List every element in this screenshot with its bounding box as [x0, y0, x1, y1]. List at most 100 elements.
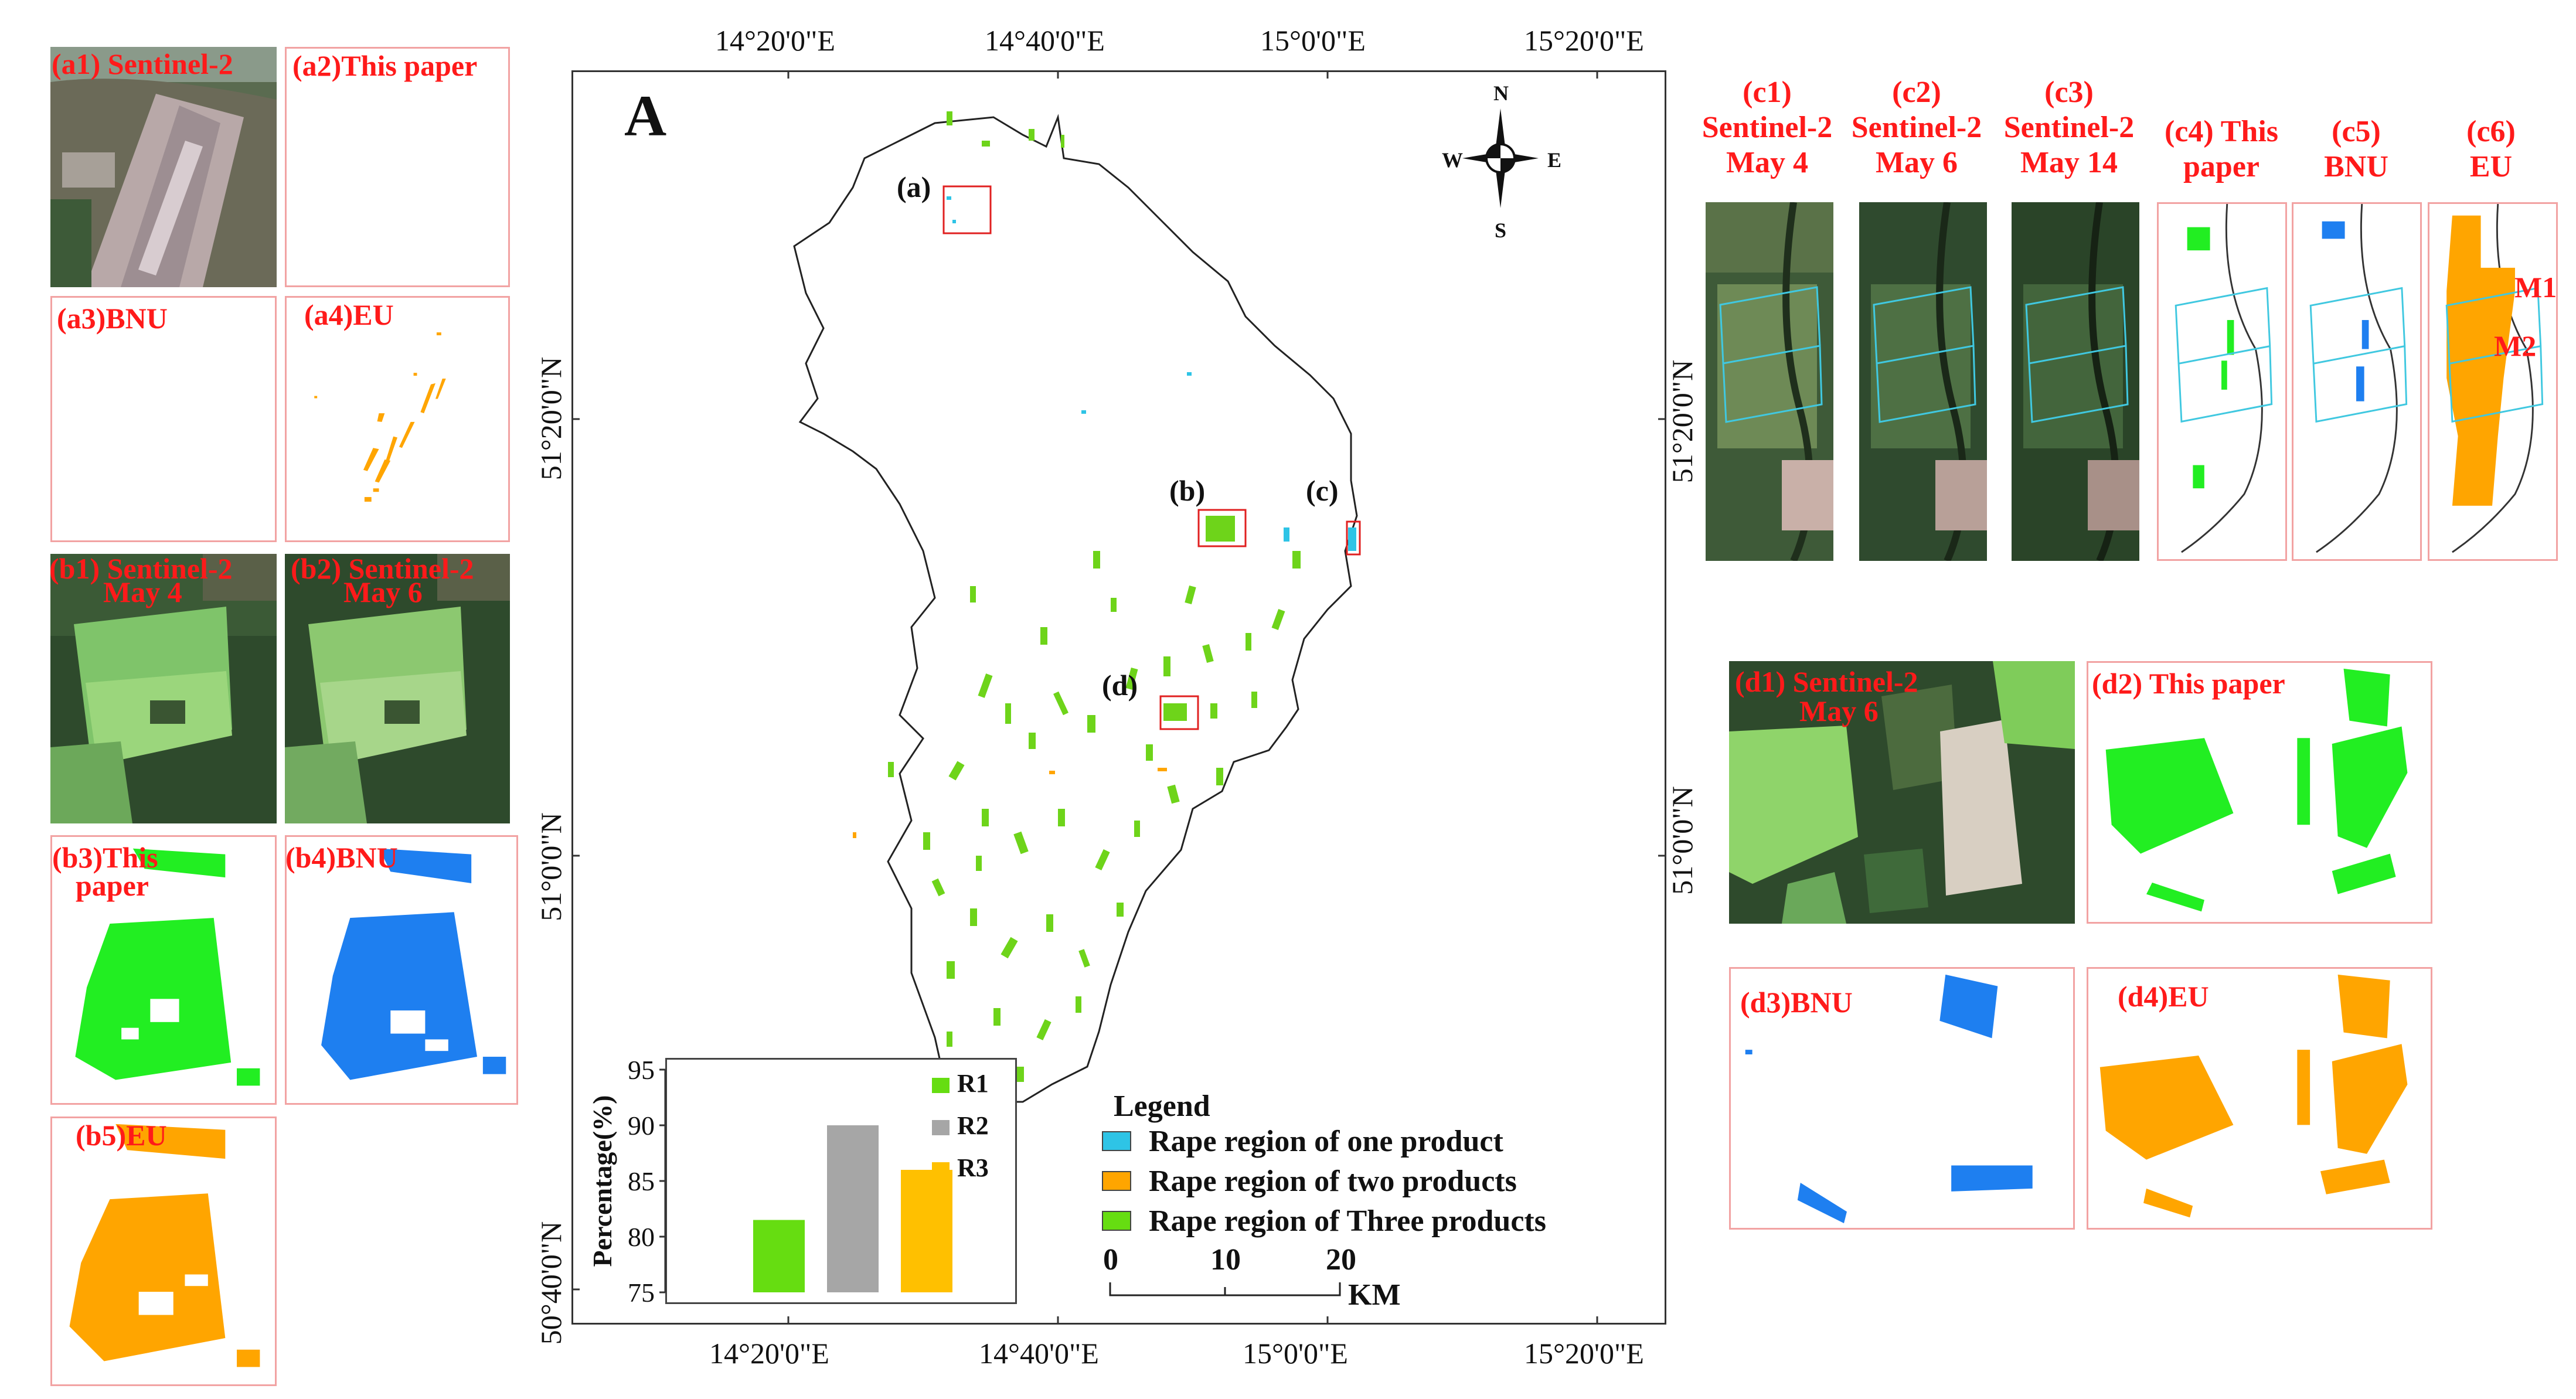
panel-b5-label: (b5)EU — [76, 1119, 167, 1152]
panel-d1-label: (d1) Sentinel-2 — [1735, 665, 1918, 698]
panel-d2-this-paper: (d2) This paper — [2087, 661, 2432, 924]
panel-c1-sentinel — [1706, 202, 1833, 561]
study-area-boundary — [793, 114, 1358, 1103]
c1-line1: Sentinel-2 — [1702, 111, 1833, 144]
c5-line1: BNU — [2324, 150, 2388, 183]
scale-label-10: 10 — [1210, 1243, 1241, 1277]
panel-d1-date: May 6 — [1799, 695, 1879, 727]
marker-box-d — [1159, 695, 1199, 730]
compass-w: W — [1442, 148, 1463, 172]
scale-unit: KM — [1348, 1278, 1401, 1312]
top-tick-2: 15°0'0"E — [1260, 24, 1366, 57]
panel-b3-label-2: paper — [76, 869, 149, 902]
c6-line1: EU — [2469, 150, 2513, 183]
panel-a1-label: (a1) Sentinel-2 — [52, 47, 233, 80]
c2-line1: Sentinel-2 — [1851, 111, 1982, 144]
study-area-map — [793, 111, 1361, 1103]
scale-label-20: 20 — [1326, 1243, 1356, 1277]
bar-r2 — [827, 1125, 879, 1292]
c6-id: (c6) — [2466, 115, 2516, 148]
panel-c6-eu: M1 M2 — [2428, 202, 2558, 561]
left-tick-0: 51°20'0"N — [535, 356, 567, 481]
panel-a2-this-paper: (a2)This paper — [285, 47, 510, 287]
left-tick-1: 51°0'0"N — [535, 812, 567, 921]
marker-label-b: (b) — [1169, 474, 1206, 507]
c4-title: (c4) This paper — [2151, 114, 2292, 185]
panel-a1-sentinel: (a1) Sentinel-2 — [50, 47, 277, 287]
marker-box-c — [1346, 520, 1361, 556]
panel-b3-label: (b3)This — [52, 841, 158, 874]
bar-chart-svg: 95 90 85 80 75 Percentage(%) R1 R2 R3 — [587, 1055, 989, 1308]
c3-id: (c3) — [2044, 76, 2094, 109]
panel-a3-label: (a3)BNU — [57, 302, 168, 335]
panel-b1-date: May 4 — [103, 576, 182, 608]
scale-label-0: 0 — [1103, 1243, 1118, 1277]
marker-box-a — [942, 185, 992, 234]
c2-line2: May 6 — [1875, 146, 1958, 179]
panel-a3-bnu: (a3)BNU — [50, 296, 277, 542]
bar-r1 — [753, 1220, 805, 1292]
c2-id: (c2) — [1892, 76, 1941, 109]
c3-line2: May 14 — [2020, 146, 2118, 179]
panel-b2-label: (b2) Sentinel-2 — [291, 554, 474, 585]
panel-d2-label: (d2) This paper — [2092, 667, 2285, 700]
legend-item-one: Rape region of one product — [1149, 1125, 1503, 1158]
chart-legend-swatch-r1 — [932, 1078, 950, 1093]
c1-id: (c1) — [1743, 76, 1792, 109]
c6-mark-m2: M2 — [2494, 329, 2537, 362]
c5-id: (c5) — [2332, 115, 2381, 148]
scale-bar — [1109, 1282, 1341, 1296]
marker-label-a: (a) — [897, 171, 931, 203]
c1-title: (c1) Sentinel-2 May 4 — [1697, 75, 1837, 181]
chart-legend-swatch-r3 — [932, 1162, 950, 1177]
panel-b4-bnu: (b4)BNU — [285, 835, 518, 1105]
legend-swatch-two — [1102, 1171, 1131, 1191]
c4-line1: paper — [2183, 150, 2259, 183]
panel-b2-sentinel: (b2) Sentinel-2 May 6 — [285, 554, 510, 823]
panel-c2-sentinel — [1859, 202, 1987, 561]
compass-n: N — [1493, 81, 1509, 105]
y-axis-label: Percentage(%) — [587, 1095, 617, 1267]
main-map-frame — [571, 70, 1666, 1325]
right-tick-0: 51°20'0"N — [1666, 359, 1699, 484]
panel-b2-date: May 6 — [343, 576, 423, 608]
bar-r3 — [901, 1170, 952, 1292]
c1-line2: May 4 — [1726, 146, 1809, 179]
bottom-tick-1: 14°40'0"E — [979, 1337, 1099, 1370]
bottom-tick-0: 14°20'0"E — [709, 1337, 829, 1370]
legend-swatch-one — [1102, 1131, 1131, 1151]
left-tick-2: 50°40'0"N — [535, 1221, 567, 1345]
panel-a2-label: (a2)This paper — [292, 49, 478, 82]
panel-b1-label: (b1) Sentinel-2 — [50, 554, 233, 585]
bottom-tick-3: 15°20'0"E — [1524, 1337, 1644, 1370]
y-tick-label: 75 — [628, 1278, 655, 1308]
panel-d3-bnu: (d3)BNU — [1729, 967, 2075, 1230]
panel-b4-label: (b4)BNU — [285, 841, 398, 874]
y-tick-label: 80 — [628, 1222, 655, 1252]
c2-title: (c2) Sentinel-2 May 6 — [1840, 75, 1993, 181]
panel-c4-this-paper — [2157, 202, 2287, 561]
panel-d4-eu: (d4)EU — [2087, 967, 2432, 1230]
panel-b1-sentinel: (b1) Sentinel-2 May 4 — [50, 554, 277, 823]
chart-legend-label-r3: R3 — [957, 1153, 989, 1182]
c6-title: (c6) EU — [2432, 114, 2550, 185]
panel-a4-label: (a4)EU — [304, 298, 394, 331]
chart-legend-label-r2: R2 — [957, 1111, 989, 1140]
chart-legend-label-r1: R1 — [957, 1069, 989, 1098]
main-map-label: A — [624, 83, 667, 148]
top-tick-3: 15°20'0"E — [1524, 24, 1644, 57]
c3-line1: Sentinel-2 — [2003, 111, 2135, 144]
panel-b3-this-paper: (b3)This paper — [50, 835, 277, 1105]
bottom-tick-2: 15°0'0"E — [1243, 1337, 1348, 1370]
marker-label-d: (d) — [1102, 669, 1138, 702]
legend-item-two: Rape region of two products — [1149, 1165, 1517, 1198]
legend-title: Legend — [1114, 1090, 1210, 1123]
right-tick-1: 51°0'0"N — [1666, 786, 1699, 895]
chart-legend-swatch-r2 — [932, 1120, 950, 1135]
panel-d3-label: (d3)BNU — [1740, 986, 1853, 1019]
y-tick-label: 90 — [628, 1111, 655, 1141]
legend-swatch-three — [1102, 1211, 1131, 1231]
top-tick-1: 14°40'0"E — [985, 24, 1105, 57]
panel-c3-sentinel — [2012, 202, 2139, 561]
c5-title: (c5) BNU — [2298, 114, 2415, 185]
